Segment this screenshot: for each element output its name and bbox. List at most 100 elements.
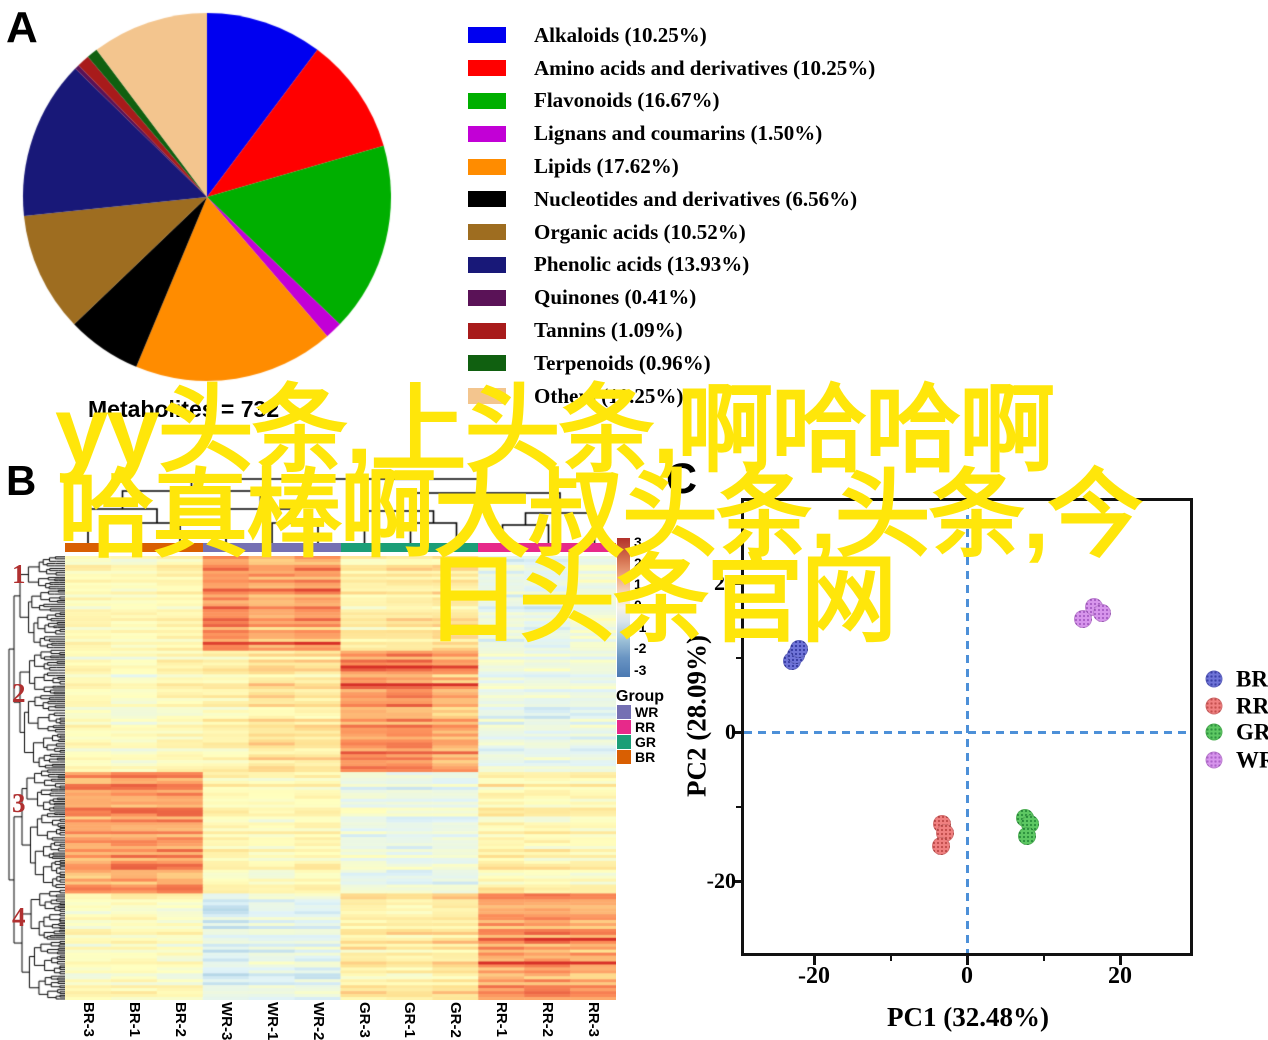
pie-legend-swatch — [468, 158, 506, 175]
heatmap-scale-tick: 2 — [634, 555, 642, 571]
group-legend-title: Group — [616, 688, 664, 705]
pca-crosshair-horizontal — [744, 730, 1190, 734]
heatmap-column-label: BR-2 — [171, 1002, 189, 1038]
panel-b-label: B — [6, 457, 37, 504]
group-bar-segment-gr — [340, 543, 479, 552]
pca-point-wr — [1074, 609, 1093, 628]
pie-legend-swatch — [468, 60, 506, 77]
heatmap-column-label: RR-1 — [492, 1002, 510, 1038]
heatmap-scale-tick: 1 — [634, 576, 642, 592]
watermark-line-1: yy头条,上头条,啊哈哈啊 — [55, 377, 1055, 484]
heatmap-column-label: RR-2 — [538, 1002, 556, 1038]
pca-x-tick — [965, 956, 969, 965]
pca-y-tick-label: -20 — [706, 868, 736, 893]
heatmap-scale-tick: -1 — [634, 619, 647, 635]
pca-crosshair-vertical — [965, 501, 969, 953]
heatmap-color-scale — [617, 538, 630, 677]
pca-y-tick-label: 20 — [714, 570, 736, 595]
pie-legend-item: Quinones (0.41%) — [468, 281, 898, 314]
pie-legend-item: Nucleotides and derivatives (6.56%) — [468, 183, 898, 216]
pie-legend-swatch — [468, 27, 506, 44]
heatmap-column-label: RR-3 — [584, 1002, 602, 1038]
pca-x-minor-tick — [889, 956, 892, 961]
pca-y-tick-label: 0 — [725, 719, 736, 744]
pca-x-tick-label: -20 — [798, 963, 830, 989]
heatmap-column-label: GR-1 — [400, 1002, 418, 1038]
pca-y-tick — [732, 581, 741, 585]
group-legend-swatch — [617, 720, 631, 734]
pca-x-minor-tick — [1042, 956, 1045, 961]
pie-legend-label: Organic acids (10.52%) — [534, 219, 746, 244]
pie-legend-item: Flavonoids (16.67%) — [468, 85, 898, 118]
heatmap-scale-tick: 3 — [634, 534, 642, 550]
pie-legend-label: Flavonoids (16.67%) — [534, 88, 720, 113]
pie-legend-label: Terpenoids (0.96%) — [534, 350, 711, 375]
pie-legend-item: Others (10.25%) — [468, 380, 898, 413]
group-legend-swatch — [617, 750, 631, 764]
column-dendrogram — [65, 473, 616, 543]
pca-point-rr — [931, 836, 950, 855]
pca-legend-label-wr: WR — [1236, 747, 1268, 773]
group-legend-label: BR — [635, 749, 656, 765]
pca-legend-marker-gr — [1205, 723, 1223, 741]
pie-legend-swatch — [468, 256, 506, 273]
heatmap-scale-tick: -3 — [634, 662, 647, 678]
pie-legend: Alkaloids (10.25%) Amino acids and deriva… — [468, 19, 898, 413]
pie-legend-label: Phenolic acids (13.93%) — [534, 252, 750, 277]
pie-legend-swatch — [468, 355, 506, 372]
heatmap-column-label: WR-1 — [263, 1002, 281, 1040]
pie-legend-label: Nucleotides and derivatives (6.56%) — [534, 186, 858, 211]
pie-legend-label: Lignans and coumarins (1.50%) — [534, 121, 823, 146]
pca-legend-label-br: BR — [1236, 666, 1268, 692]
pca-x-tick — [812, 956, 816, 965]
pie-legend-label: Alkaloids (10.25%) — [534, 22, 707, 47]
pie-legend-item: Phenolic acids (13.93%) — [468, 249, 898, 282]
pca-plot-area — [741, 498, 1193, 956]
pca-y-axis-label: PC2 (28.09%) — [681, 635, 712, 797]
group-legend-item-br: BR — [617, 750, 655, 764]
pca-point-wr — [1092, 603, 1111, 622]
heatmap-scale-tick: -2 — [634, 640, 647, 656]
watermark-line-3: 日头条官网 — [425, 547, 897, 654]
pie-legend-label: Others (10.25%) — [534, 383, 684, 408]
heatmap-group-bar — [65, 543, 616, 552]
heatmap-scale-tick: 0 — [634, 597, 642, 613]
row-cluster-number: 3 — [12, 788, 26, 818]
pie-legend-item: Tannins (1.09%) — [468, 314, 898, 347]
pie-legend-swatch — [468, 92, 506, 109]
pie-legend-swatch — [468, 125, 506, 142]
group-legend-swatch — [617, 705, 631, 719]
pca-x-tick-label: 20 — [1108, 963, 1132, 989]
watermark-line-2: 哈真棒啊大叔头条,头条,今 — [58, 462, 1143, 569]
pca-x-axis-label: PC1 (32.48%) — [887, 1002, 1049, 1032]
group-legend-label: GR — [635, 734, 656, 750]
pie-legend-swatch — [468, 224, 506, 241]
pca-legend-marker-wr — [1205, 751, 1223, 769]
pca-x-tick-label: 0 — [961, 963, 973, 989]
pie-legend-item: Lignans and coumarins (1.50%) — [468, 117, 898, 150]
pie-legend-item: Amino acids and derivatives (10.25%) — [468, 52, 898, 85]
pie-legend-label: Amino acids and derivatives (10.25%) — [534, 55, 876, 80]
pca-y-tick — [732, 730, 741, 734]
heatmap — [65, 556, 616, 1000]
pca-y-minor-tick — [736, 805, 741, 808]
pie-legend-item: Alkaloids (10.25%) — [468, 19, 898, 52]
pie-legend-item: Organic acids (10.52%) — [468, 216, 898, 249]
heatmap-column-label: BR-1 — [125, 1002, 143, 1038]
heatmap-column-label: GR-3 — [355, 1002, 373, 1038]
row-cluster-number: 4 — [12, 902, 26, 932]
pie-caption: Metabolites = 732 — [88, 396, 280, 422]
pie-legend-item: Terpenoids (0.96%) — [468, 347, 898, 380]
group-bar-segment-wr — [202, 543, 341, 552]
group-legend-item-rr: RR — [617, 720, 655, 734]
group-bar-segment-br — [65, 543, 203, 552]
pca-x-tick — [1118, 956, 1122, 965]
pca-point-gr — [1018, 826, 1037, 845]
group-legend-swatch — [617, 735, 631, 749]
heatmap-column-label: GR-2 — [446, 1002, 464, 1038]
pie-legend-swatch — [468, 289, 506, 306]
pie-legend-label: Tannins (1.09%) — [534, 318, 683, 343]
pca-legend-label-rr: RR — [1236, 693, 1268, 719]
metabolite-pie-chart — [15, 8, 395, 388]
